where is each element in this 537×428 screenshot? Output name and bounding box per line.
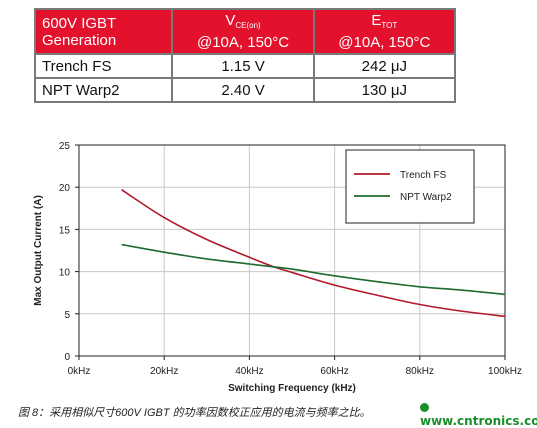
legend-label: Trench FS xyxy=(400,170,447,181)
watermark-logo-icon xyxy=(420,403,429,412)
table-row: NPT Warp2 2.40 V 130 μJ xyxy=(33,77,457,103)
x-tick-label: 0kHz xyxy=(68,366,91,377)
row-name: NPT Warp2 xyxy=(33,77,174,103)
header-vce-condition: @10A, 150°C xyxy=(196,34,290,51)
table-header-row: 600V IGBT Generation VCE(on) @10A, 150°C… xyxy=(33,8,457,55)
x-axis-label: Switching Frequency (kHz) xyxy=(228,383,356,394)
table-row: Trench FS 1.15 V 242 μJ xyxy=(33,53,457,79)
x-tick-label: 100kHz xyxy=(488,366,522,377)
x-tick-label: 80kHz xyxy=(406,366,434,377)
header-generation-line2: Generation xyxy=(42,31,117,49)
figure-caption: 图 8：采用相似尺寸600V IGBT 的功率因数校正应用的电流与频率之比。 xyxy=(18,407,371,419)
y-tick-label: 20 xyxy=(59,183,71,194)
header-etot-symbol: E xyxy=(371,12,382,29)
legend-box xyxy=(345,149,475,224)
x-tick-label: 20kHz xyxy=(150,366,178,377)
header-etot: ETOT @10A, 150°C xyxy=(312,8,457,55)
igbt-comparison-table: 600V IGBT Generation VCE(on) @10A, 150°C… xyxy=(33,8,457,103)
watermark: www.cntronics.com xyxy=(420,400,537,428)
watermark-text: www.cntronics.com xyxy=(420,414,537,428)
header-vce-symbol: V xyxy=(225,12,236,29)
series-line-npt-warp2 xyxy=(121,243,506,296)
row-etot: 130 μJ xyxy=(312,77,457,103)
header-etot-subscript: TOT xyxy=(381,21,398,30)
row-etot: 242 μJ xyxy=(312,53,457,79)
x-tick-label: 60kHz xyxy=(320,366,348,377)
legend-label: NPT Warp2 xyxy=(400,192,452,203)
row-vce: 2.40 V xyxy=(171,77,315,103)
series-line-trench-fs xyxy=(121,189,506,318)
row-name: Trench FS xyxy=(33,53,174,79)
header-generation: 600V IGBT Generation xyxy=(33,8,174,55)
header-generation-line1: 600V IGBT xyxy=(42,14,117,32)
y-tick-label: 15 xyxy=(59,225,71,236)
row-vce: 1.15 V xyxy=(171,53,315,79)
header-etot-condition: @10A, 150°C xyxy=(338,34,431,51)
y-tick-label: 0 xyxy=(64,352,70,363)
y-axis-label: Max Output Current (A) xyxy=(33,195,44,306)
header-vce-subscript: CE(on) xyxy=(235,21,261,30)
y-tick-label: 10 xyxy=(59,268,71,279)
plot-frame xyxy=(78,144,506,357)
current-vs-frequency-chart: 0kHz 20kHz 40kHz 60kHz 80kHz 100kHz 0 5 10 15 20 25… xyxy=(33,141,522,394)
y-tick-label: 25 xyxy=(59,141,71,152)
x-tick-label: 40kHz xyxy=(235,366,263,377)
y-tick-label: 5 xyxy=(64,310,70,321)
header-vce: VCE(on) @10A, 150°C xyxy=(171,8,315,55)
